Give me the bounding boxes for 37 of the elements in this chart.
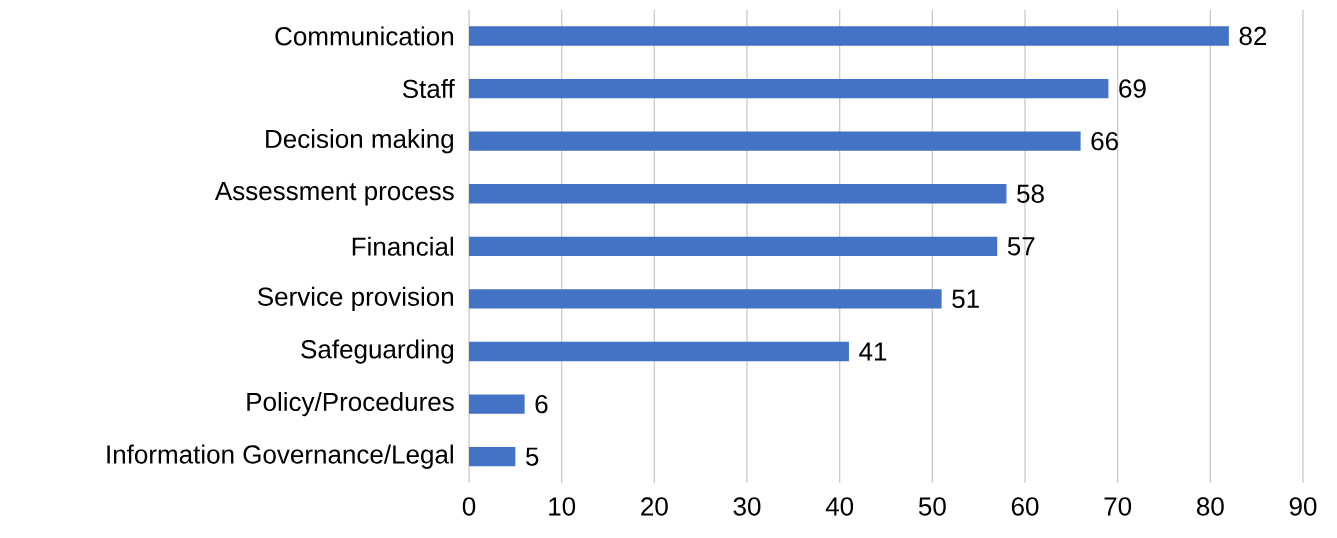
data-label: 58 [1017,184,1044,203]
bar [469,131,1081,151]
x-tick-label: 90 [1289,497,1317,516]
bar [469,184,1007,204]
data-label: 69 [1119,79,1146,98]
bar [469,394,525,414]
data-label: 82 [1239,26,1267,46]
bar [469,289,942,309]
y-tick-label: Financial [352,236,453,256]
bar [469,26,1229,46]
data-label: 66 [1091,131,1118,151]
x-tick-label: 50 [918,497,946,516]
y-tick-label: Service provision [257,286,453,312]
data-label: 41 [859,342,887,361]
y-tick-label: Safeguarding [301,339,454,364]
data-label: 57 [1007,237,1035,256]
bar [469,78,1109,99]
data-label: 5 [525,447,539,466]
x-tick-label: 60 [1011,497,1039,516]
x-tick-label: 0 [462,497,476,516]
bar [469,447,516,467]
data-label: 51 [952,289,979,308]
x-tick-label: 80 [1197,497,1224,516]
y-tick-label: Communication [275,26,454,46]
x-tick-label: 70 [1104,497,1132,516]
y-tick-label: Policy/Procedures [247,391,454,417]
bar [469,236,998,256]
y-tick-label: Staff [402,79,455,99]
y-tick-label: Information Governance/Legal [107,444,453,469]
x-tick-label: 10 [549,497,576,516]
x-tick-label: 20 [641,497,668,516]
data-label: 6 [535,394,548,414]
x-tick-label: 40 [825,497,854,516]
x-tick-label: 30 [733,497,761,516]
bar [469,341,849,362]
y-tick-label: Assessment process [214,182,454,206]
y-tick-label: Decision making [266,129,453,154]
